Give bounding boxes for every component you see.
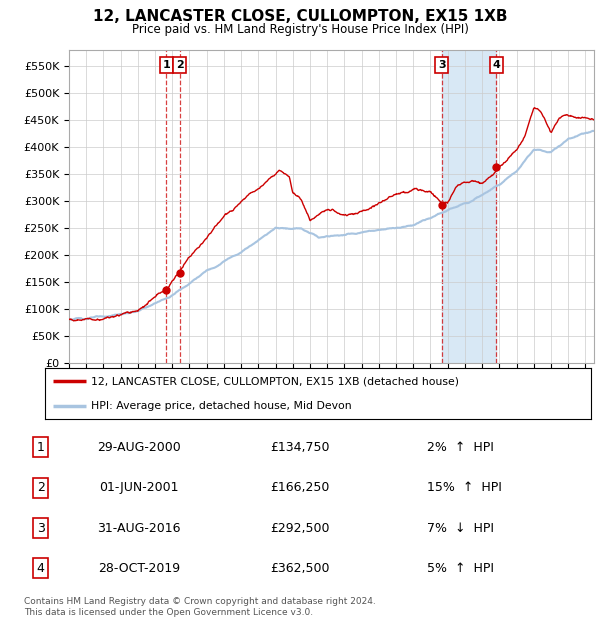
- Text: 2: 2: [37, 481, 45, 494]
- Text: 1: 1: [163, 60, 170, 70]
- Text: 31-AUG-2016: 31-AUG-2016: [97, 521, 181, 534]
- Text: 2: 2: [176, 60, 184, 70]
- Text: £362,500: £362,500: [270, 562, 330, 575]
- Text: 4: 4: [493, 60, 500, 70]
- Text: 5%  ↑  HPI: 5% ↑ HPI: [427, 562, 494, 575]
- Text: 1: 1: [37, 441, 45, 454]
- Text: 3: 3: [438, 60, 446, 70]
- Text: 29-AUG-2000: 29-AUG-2000: [97, 441, 181, 454]
- Text: 01-JUN-2001: 01-JUN-2001: [99, 481, 178, 494]
- Text: 7%  ↓  HPI: 7% ↓ HPI: [427, 521, 494, 534]
- Text: 12, LANCASTER CLOSE, CULLOMPTON, EX15 1XB (detached house): 12, LANCASTER CLOSE, CULLOMPTON, EX15 1X…: [91, 376, 460, 386]
- Text: £292,500: £292,500: [270, 521, 330, 534]
- Text: 3: 3: [37, 521, 45, 534]
- Text: £134,750: £134,750: [270, 441, 330, 454]
- Text: Contains HM Land Registry data © Crown copyright and database right 2024.
This d: Contains HM Land Registry data © Crown c…: [24, 598, 376, 617]
- Text: 15%  ↑  HPI: 15% ↑ HPI: [427, 481, 502, 494]
- Text: Price paid vs. HM Land Registry's House Price Index (HPI): Price paid vs. HM Land Registry's House …: [131, 23, 469, 36]
- Text: 4: 4: [37, 562, 45, 575]
- Text: 2%  ↑  HPI: 2% ↑ HPI: [427, 441, 494, 454]
- Bar: [442, 50, 496, 363]
- Text: £166,250: £166,250: [271, 481, 329, 494]
- Text: HPI: Average price, detached house, Mid Devon: HPI: Average price, detached house, Mid …: [91, 401, 352, 411]
- Text: 12, LANCASTER CLOSE, CULLOMPTON, EX15 1XB: 12, LANCASTER CLOSE, CULLOMPTON, EX15 1X…: [93, 9, 507, 24]
- Text: 28-OCT-2019: 28-OCT-2019: [98, 562, 180, 575]
